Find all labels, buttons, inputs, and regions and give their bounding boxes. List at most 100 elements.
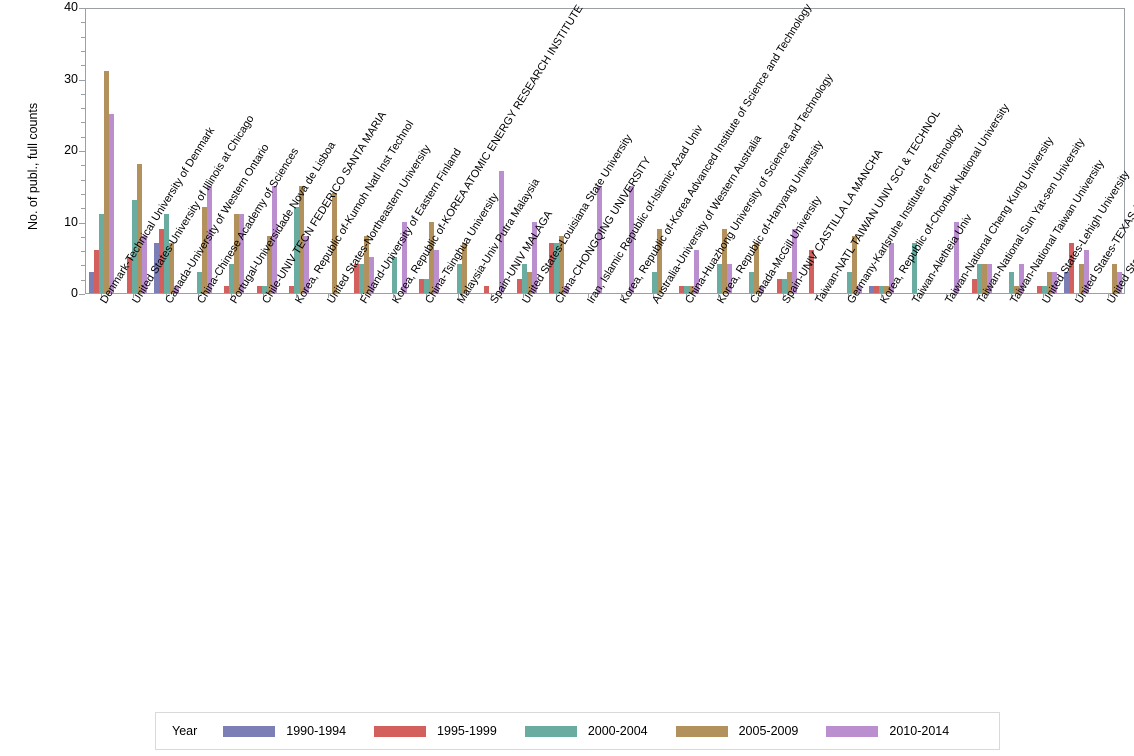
bar: [99, 214, 104, 293]
bar: [266, 235, 272, 293]
bar-group: [609, 9, 634, 293]
bar-group: [674, 9, 699, 293]
bar: [434, 250, 439, 293]
bar: [874, 285, 879, 293]
bar: [759, 285, 764, 293]
y-tick-mark: [79, 8, 85, 9]
bar: [256, 285, 262, 293]
bar: [391, 257, 397, 293]
bar-groups: [86, 9, 1124, 293]
bar: [429, 221, 434, 293]
bar: [526, 271, 532, 293]
bar: [174, 285, 179, 293]
bar: [1116, 271, 1122, 293]
x-tick-mark: [133, 294, 134, 298]
bar-group: [219, 9, 244, 293]
plot-area: [85, 8, 1125, 294]
bar: [781, 278, 787, 293]
bar: [369, 257, 374, 293]
x-tick-mark: [815, 294, 817, 298]
bar: [354, 264, 359, 293]
bar-group: [739, 9, 764, 293]
legend-swatch: [826, 725, 879, 737]
x-tick-mark: [880, 294, 882, 298]
legend-item[interactable]: 2010-2014: [826, 724, 949, 738]
bar: [754, 242, 759, 293]
x-tick-mark: [458, 294, 459, 298]
y-axis-title-text: No. of publ., full counts: [26, 102, 40, 230]
bar: [136, 164, 142, 293]
bar: [229, 264, 234, 293]
legend-item[interactable]: 2000-2004: [524, 724, 648, 738]
bar: [206, 185, 212, 293]
bar: [791, 228, 797, 293]
y-minor-tick: [81, 193, 85, 195]
bar-group: [544, 9, 569, 293]
bar: [224, 285, 229, 293]
bar: [424, 278, 429, 293]
y-minor-tick: [81, 236, 85, 238]
bar: [971, 278, 977, 293]
x-tick-mark: [718, 294, 719, 298]
y-tick-label: 40: [64, 0, 78, 14]
bar-group: [122, 9, 147, 293]
bar: [461, 242, 467, 293]
bar: [299, 185, 304, 293]
y-minor-tick: [81, 93, 85, 95]
legend-label: 2000-2004: [587, 724, 648, 738]
bar: [694, 250, 699, 293]
y-tick-label: 10: [64, 214, 78, 229]
bar: [716, 264, 722, 293]
y-minor-tick: [81, 50, 85, 52]
bar: [89, 271, 94, 293]
y-minor-tick: [81, 208, 85, 210]
y-minor-tick: [81, 122, 85, 124]
bar: [516, 278, 522, 293]
bar-group: [869, 9, 894, 293]
x-tick-mark: [588, 294, 589, 298]
bar: [1014, 285, 1019, 293]
bar: [889, 242, 894, 293]
legend: Year 1990-1994 1995-1999 2000-2004 2005-200…: [155, 712, 1000, 750]
bar: [749, 271, 754, 293]
bar-group: [837, 9, 862, 293]
legend-item[interactable]: 1990-1994: [223, 724, 346, 738]
x-tick-mark: [685, 294, 687, 298]
y-minor-tick: [81, 165, 85, 167]
bar: [154, 242, 159, 293]
legend-item[interactable]: 2005-2009: [675, 724, 798, 738]
x-tick-mark: [978, 294, 979, 298]
bar-group: [902, 9, 927, 293]
x-tick-mark: [913, 294, 914, 298]
y-minor-tick: [81, 136, 85, 138]
bar: [1064, 271, 1069, 293]
bar: [304, 235, 309, 293]
x-tick-mark: [523, 294, 524, 298]
x-tick-mark: [425, 294, 427, 298]
x-tick-mark: [295, 294, 297, 298]
bar-group: [577, 9, 602, 293]
bar-group: [284, 9, 309, 293]
legend-label: 2010-2014: [889, 724, 950, 738]
y-minor-tick: [81, 65, 85, 67]
bar: [879, 285, 884, 293]
bar-group: [707, 9, 732, 293]
bar: [499, 171, 504, 293]
x-tick-mark: [263, 294, 264, 298]
bar-group: [804, 9, 829, 293]
x-tick-mark: [1043, 294, 1044, 298]
x-tick-mark: [1108, 294, 1109, 298]
bar: [726, 264, 732, 293]
x-tick-mark: [750, 294, 752, 298]
legend-item[interactable]: 1995-1999: [374, 724, 497, 738]
y-minor-tick: [81, 279, 85, 281]
x-tick-mark: [360, 294, 362, 298]
x-tick-mark: [783, 294, 784, 298]
x-tick-mark: [198, 294, 199, 298]
bar-group: [349, 9, 374, 293]
y-minor-tick: [81, 108, 85, 110]
legend-items: 1990-1994 1995-1999 2000-2004 2005-2009 2010…: [223, 724, 977, 738]
bar: [169, 242, 174, 293]
y-minor-tick: [81, 251, 85, 253]
bar: [141, 235, 147, 293]
